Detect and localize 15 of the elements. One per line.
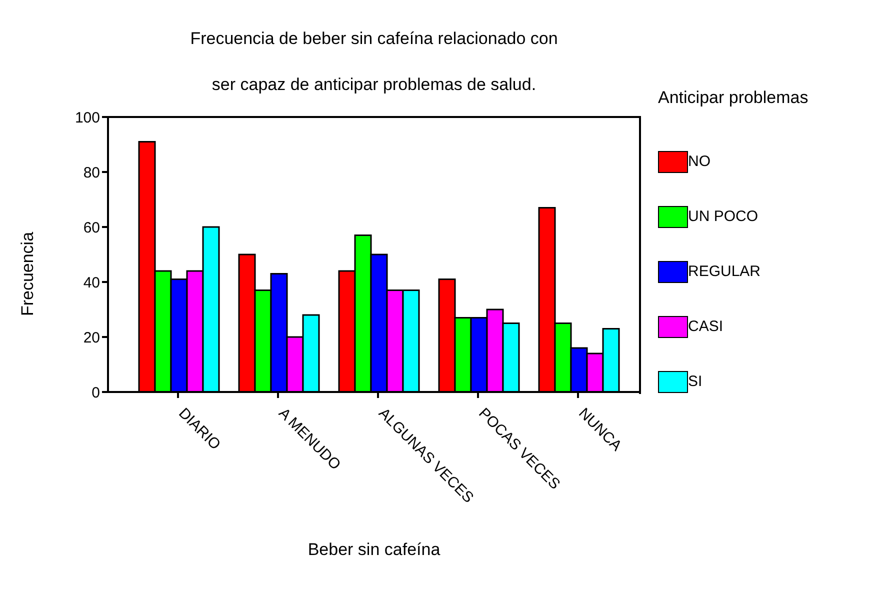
- y-tick-label: 0: [92, 384, 100, 402]
- chart-title: Frecuencia de beber sin cafeína relacionado con ser capaz de anticipar problemas de salud.: [190, 29, 558, 94]
- legend-label: CASI: [688, 318, 724, 335]
- y-tick-label: 80: [83, 164, 100, 182]
- x-axis-title: Beber sin cafeína: [306, 540, 442, 560]
- y-tick-label: 20: [83, 329, 100, 346]
- legend-title: Anticipar problemas: [658, 88, 810, 108]
- legend-label: SI: [688, 373, 702, 390]
- legend-label: NO: [688, 153, 710, 170]
- legend-label: UN POCO: [688, 208, 758, 225]
- y-tick-label: 100: [74, 109, 100, 126]
- y-tick-label: 40: [83, 274, 100, 292]
- y-axis-title: Frecuencia: [18, 232, 38, 316]
- y-tick-label: 60: [83, 219, 100, 236]
- legend-label: REGULAR: [688, 263, 761, 280]
